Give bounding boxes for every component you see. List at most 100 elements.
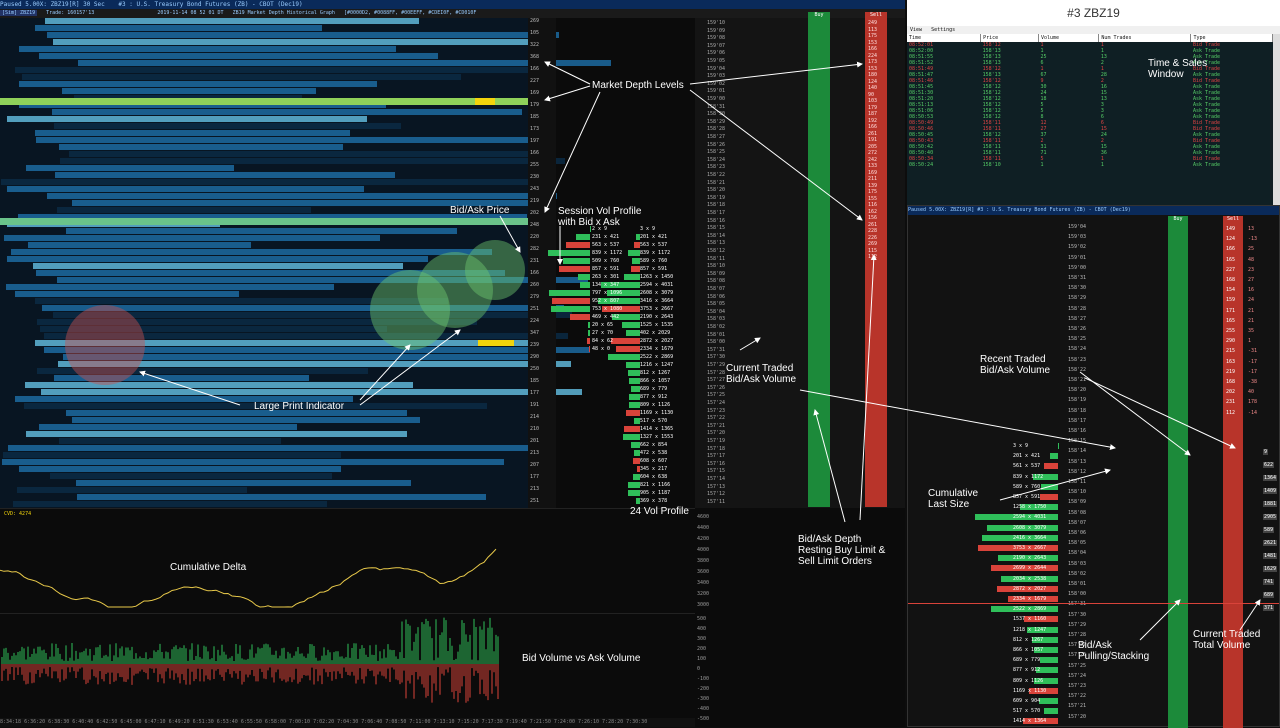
ts-scrollbar[interactable] — [1273, 34, 1280, 205]
ts-cell: 158'10 — [981, 162, 1039, 168]
inset-bid-bar — [1044, 708, 1058, 714]
heatmap-price-label: 251 — [530, 306, 539, 312]
annot-cumulative-last-size: Cumulative Last Size — [928, 488, 978, 510]
inset-bid-label: 812 x 1267 — [1013, 637, 1043, 643]
inset-total-cell: 1409 — [1263, 488, 1277, 494]
session-row — [548, 250, 590, 256]
ladder-price: 157'21 — [707, 423, 725, 429]
ts-menu: View Settings — [907, 26, 1280, 34]
header-datetime: 2019-11-14 08 52 01 DT — [157, 10, 223, 16]
sell-size: 261 — [868, 222, 877, 228]
inset-bid-label: 1218 x 1247 — [1013, 627, 1046, 633]
sell-header: Sell — [865, 12, 887, 18]
depth-band — [36, 137, 534, 143]
profile-row-label: 2522 x 2869 — [640, 354, 673, 360]
inset-bid-label: 609 x 904 — [1013, 698, 1040, 704]
ladder-price: 159'01 — [707, 88, 725, 94]
main-title-right: #3 : U.S. Treasury Bond Futures (ZB) - C… — [118, 1, 302, 8]
profile-row-label: 857 x 591 — [640, 266, 667, 272]
annot-current-total: Current Traded Total Volume — [1193, 629, 1260, 651]
vol-axis-label: -400 — [697, 706, 709, 712]
annot-session-profile: Session Vol Profile with Bid x Ask — [558, 206, 641, 228]
heatmap-price-label: 282 — [530, 246, 539, 252]
profile-row — [611, 338, 640, 344]
profile-row-label: 905 x 1187 — [640, 490, 670, 496]
inset-bid-bar — [1044, 463, 1058, 469]
session-row-label: 797 x 1096 — [592, 290, 622, 296]
inset-total-cell: 689 — [1263, 592, 1274, 598]
inset-total-cell: 589 — [1263, 527, 1274, 533]
annot-ts-window: Time & Sales Window — [1148, 58, 1207, 80]
profile-row — [624, 274, 640, 280]
depth-band — [47, 193, 557, 199]
market-depth-heatmap[interactable] — [0, 18, 555, 508]
depth-band — [15, 291, 239, 297]
inset-sell-size: 165 — [1226, 257, 1235, 263]
inset-sell-side: -17 — [1248, 359, 1257, 365]
ts-cell: 1 — [1038, 162, 1098, 168]
profile-row — [622, 322, 640, 328]
depth-band — [39, 53, 438, 59]
profile-row-label: 472 x 538 — [640, 450, 667, 456]
depth-band — [15, 67, 554, 73]
profile-row — [624, 426, 640, 432]
session-row-label: 469 x 442 — [592, 314, 619, 320]
heatmap-price-label: 201 — [530, 438, 539, 444]
depth-band — [17, 487, 248, 493]
profile-row-label: 3 x 9 — [640, 226, 655, 232]
inset-sell-side: 35 — [1248, 328, 1254, 334]
inset-total-cell: 371 — [1263, 605, 1274, 611]
ladder-price: 158'01 — [707, 332, 725, 338]
ladder-price: 157'11 — [707, 499, 725, 505]
vol-axis-label: -300 — [697, 696, 709, 702]
inset-bid-label: 877 x 912 — [1013, 667, 1040, 673]
inset-total-cell: 741 — [1263, 579, 1274, 585]
session-row-label: 20 x 65 — [592, 322, 613, 328]
profile-row-label: 1216 x 1247 — [640, 362, 673, 368]
ts-menu-settings[interactable]: Settings — [931, 27, 955, 33]
depth-band — [76, 480, 412, 486]
ladder-price: 159'04 — [707, 66, 725, 72]
time-axis: 8:34:18 6:36:20 6:38:30 6:40:40 6:42:50 … — [0, 718, 695, 727]
inset-bid-label: 3753 x 2667 — [1013, 545, 1046, 551]
inset-bid-label: 2334 x 1679 — [1013, 596, 1046, 602]
depth-band-green — [0, 218, 530, 225]
inset-sell-side: 16 — [1248, 287, 1254, 293]
inset-sell-size: 149 — [1226, 226, 1235, 232]
profile-row — [632, 258, 640, 264]
ladder-price: 158'26 — [707, 142, 725, 148]
profile-row — [616, 346, 640, 352]
heatmap-price-label: 166 — [530, 150, 539, 156]
ts-menu-view[interactable]: View — [910, 27, 922, 33]
profile-row — [633, 474, 640, 480]
inset-bid-label: 2034 x 2538 — [1013, 576, 1046, 582]
depth-band — [69, 151, 541, 157]
inset-bid-label: 2872 x 2027 — [1013, 586, 1046, 592]
depth-band — [7, 256, 429, 262]
inset-sell-size: 255 — [1226, 328, 1235, 334]
cvd-axis-label: 3800 — [697, 558, 709, 564]
sell-size: 153 — [868, 40, 877, 46]
sell-size: 115 — [868, 248, 877, 254]
ladder-price: 158'08 — [707, 278, 725, 284]
inset-sell-side: 27 — [1248, 277, 1254, 283]
ladder-price: 158'28 — [707, 126, 725, 132]
depth-band — [28, 242, 251, 248]
sell-size: 192 — [868, 118, 877, 124]
profile-row — [628, 490, 640, 496]
depth-band — [66, 410, 406, 416]
depth-band — [35, 130, 350, 136]
ladder-price: 158'27 — [707, 134, 725, 140]
profile-row — [628, 370, 640, 376]
buy-column[interactable]: Buy — [808, 12, 830, 507]
inset-bid-label: 201 x 421 — [1013, 453, 1040, 459]
ladder-price: 158'13 — [707, 240, 725, 246]
profile-row — [628, 482, 640, 488]
depth-band — [4, 235, 379, 241]
heatmap-price-label: 260 — [530, 282, 539, 288]
profile-row-label: 3416 x 3664 — [640, 298, 673, 304]
profile-row-label: 839 x 1172 — [640, 250, 670, 256]
inset-sell-size: 171 — [1226, 308, 1235, 314]
